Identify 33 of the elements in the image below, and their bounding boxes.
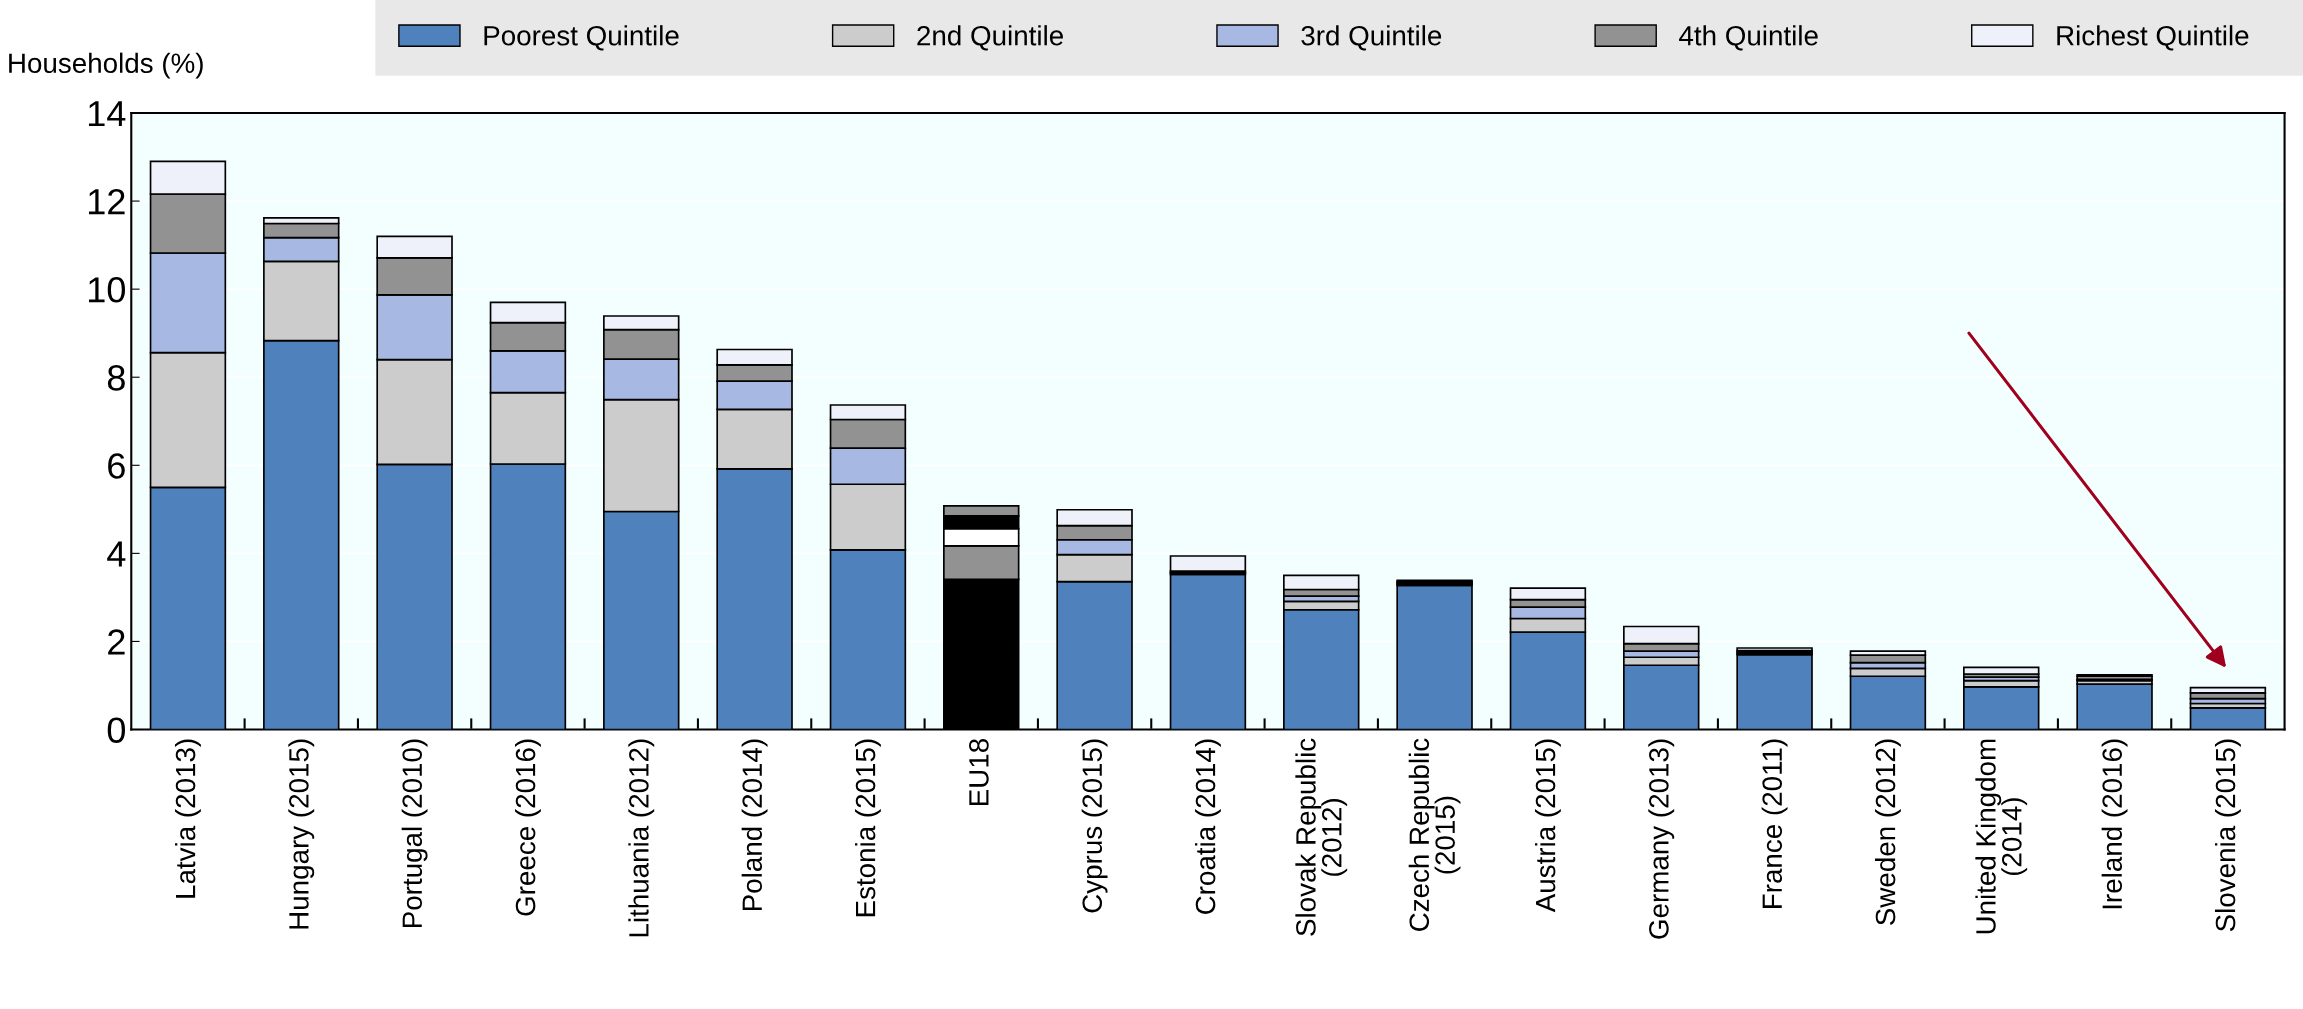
x-tick-label: Austria (2015) [1534, 739, 1561, 913]
y-tick-label: 10 [89, 277, 125, 303]
x-tick-label: Lithuania (2012) [628, 739, 655, 937]
legend-label: 4th Quintile [1679, 25, 1818, 51]
x-tick-label: Ireland (2016) [2101, 739, 2128, 909]
y-tick-label: 0 [107, 717, 125, 743]
legend-label: Poorest Quintile [484, 25, 679, 51]
x-tick-label: Germany (2013) [1648, 739, 1675, 939]
x-tick-label: Czech Republic (2015) [1408, 738, 1461, 931]
y-tick-label: 2 [108, 629, 125, 655]
y-tick-label: 14 [89, 101, 126, 127]
x-tick-label: Slovak Republic (2012) [1295, 738, 1348, 936]
x-tick-label: Estonia (2015) [854, 739, 881, 917]
x-tick-label: Poland (2014) [741, 739, 768, 911]
x-tick-label: Croatia (2014) [1194, 739, 1221, 914]
x-tick-label: United Kingdom (2014) [1975, 739, 2028, 934]
x-tick-label: Cyprus (2015) [1081, 739, 1108, 913]
x-tick-label: France (2011) [1761, 739, 1788, 908]
x-tick-label: Portugal (2010) [401, 739, 428, 928]
x-tick-label: Sweden (2012) [1874, 739, 1901, 925]
y-axis-title: Households (%) [9, 52, 203, 79]
x-tick-label: Latvia (2013) [174, 739, 201, 898]
y-tick-label: 12 [89, 188, 125, 215]
y-tick-label: 8 [107, 365, 125, 391]
legend-label: 3rd Quintile [1301, 25, 1442, 51]
y-tick-label: 4 [107, 541, 126, 567]
y-tick-label: 6 [108, 453, 125, 479]
x-tick-label: EU18 [969, 739, 989, 806]
x-tick-label: Slovenia (2015) [2214, 739, 2241, 932]
x-tick-label: Greece (2016) [514, 739, 541, 916]
legend-label: 2nd Quintile [917, 25, 1063, 51]
x-tick-label: Hungary (2015) [288, 739, 315, 929]
legend-label: Richest Quintile [2057, 25, 2249, 51]
